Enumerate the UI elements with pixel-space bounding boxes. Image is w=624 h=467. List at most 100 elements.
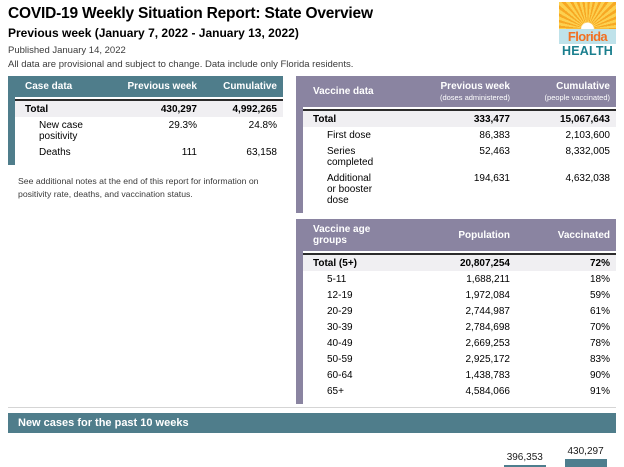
column-header-cumulative: Cumulative (people vaccinated)	[510, 81, 610, 102]
chart-banner: New cases for the past 10 weeks	[8, 413, 616, 433]
column-header-population: Population	[458, 229, 510, 241]
bar-slot: 396,353	[494, 452, 555, 467]
row-value: 70%	[589, 321, 610, 333]
row-label: 12-19	[327, 289, 353, 301]
row-value: 8,332,005	[565, 145, 611, 157]
age-table-body: Total (5+) 20,807,254 72% 5-11 1,688,211 18% 1…	[303, 253, 616, 399]
case-data-table: Case data Previous week Cumulative Total…	[8, 76, 283, 165]
table-row: 20-29 2,744,987 61%	[303, 303, 616, 319]
row-value: 86,383	[479, 129, 510, 141]
case-table-header: Case data Previous week Cumulative	[15, 76, 283, 97]
vaccine-table-body: Total 333,477 15,067,643 First dose 86,383 2,…	[303, 109, 616, 208]
table-row: 12-19 1,972,084 59%	[303, 287, 616, 303]
additional-notes: See additional notes at the end of this …	[18, 176, 259, 200]
page-title: COVID-19 Weekly Situation Report: State …	[8, 5, 373, 22]
logo-text-florida: Florida	[559, 29, 616, 44]
row-label: 30-39	[327, 321, 353, 333]
row-value: 2,103,600	[565, 129, 611, 141]
row-value: 52,463	[479, 145, 510, 157]
row-value: 4,992,265	[232, 103, 278, 115]
row-value: 61%	[589, 305, 610, 317]
table-row: Series completed 52,463 8,332,005	[303, 143, 616, 170]
table-row: 50-59 2,925,172 83%	[303, 351, 616, 367]
report-subtitle: Previous week (January 7, 2022 - January…	[8, 26, 299, 40]
table-row: Total (5+) 20,807,254 72%	[303, 255, 616, 271]
column-header-vaccine-data: Vaccine data	[313, 86, 374, 97]
row-label: 65+	[327, 385, 344, 397]
column-header-age-groups: Vaccine age groups	[313, 224, 371, 246]
row-value: 4,584,066	[465, 385, 511, 397]
table-row: Additional or booster dose 194,631 4,632,0…	[303, 170, 616, 208]
vaccine-data-column: Vaccine data Previous week (doses admini…	[296, 76, 616, 404]
row-label: 40-49	[327, 337, 353, 349]
row-value: 1,688,211	[466, 273, 510, 285]
table-row: Deaths 111 63,158	[15, 144, 283, 160]
row-label: 5-11	[327, 273, 347, 285]
logo-text-health: HEALTH	[562, 44, 613, 58]
table-row: First dose 86,383 2,103,600	[303, 127, 616, 143]
row-value: 90%	[589, 369, 610, 381]
table-row: 40-49 2,669,253 78%	[303, 335, 616, 351]
column-header-sub: (doses administered)	[439, 93, 510, 102]
column-header-main: Cumulative	[556, 81, 610, 92]
row-value: 91%	[589, 385, 610, 397]
row-value: 63,158	[246, 146, 277, 158]
table-row: 30-39 2,784,698 70%	[303, 319, 616, 335]
published-date: Published January 14, 2022	[8, 45, 126, 56]
report-header: COVID-19 Weekly Situation Report: State …	[0, 0, 624, 70]
column-header-vaccinated: Vaccinated	[557, 229, 610, 241]
bar	[503, 465, 546, 467]
column-header-main: Previous week	[440, 81, 510, 92]
row-label: New case positivity	[39, 119, 83, 142]
row-value: 29.3%	[168, 119, 197, 131]
row-label: 20-29	[327, 305, 353, 317]
vaccine-age-groups-table: Vaccine age groups Population Vaccinated…	[296, 219, 616, 404]
row-label: Total (5+)	[313, 257, 357, 269]
table-row: Total 430,297 4,992,265	[15, 101, 283, 117]
row-label: Deaths	[39, 146, 71, 158]
row-label: Series completed	[327, 145, 374, 168]
row-label: 60-64	[327, 369, 353, 381]
row-label: Additional or booster dose	[327, 172, 373, 206]
row-value: 4,632,038	[565, 172, 611, 184]
row-value: 15,067,643	[559, 113, 610, 125]
row-value: 78%	[589, 337, 610, 349]
column-header-sub: (people vaccinated)	[544, 93, 610, 102]
row-value: 333,477	[473, 113, 510, 125]
row-value: 1,972,084	[465, 289, 511, 301]
vaccine-data-table: Vaccine data Previous week (doses admini…	[296, 76, 616, 213]
row-value: 111	[181, 146, 197, 158]
provisional-note: All data are provisional and subject to …	[8, 59, 354, 70]
age-table-header: Vaccine age groups Population Vaccinated	[303, 219, 616, 251]
column-header-case-data: Case data	[25, 81, 73, 92]
bar-slot: 430,297	[555, 446, 616, 467]
table-row: Total 333,477 15,067,643	[303, 111, 616, 127]
column-header-previous-week: Previous week	[127, 81, 197, 92]
row-value: 1,438,783	[465, 369, 511, 381]
row-value: 72%	[589, 257, 610, 269]
column-header-previous-week: Previous week (doses administered)	[375, 81, 510, 102]
table-row: New case positivity 29.3% 24.8%	[15, 117, 283, 144]
row-value: 430,297	[160, 103, 197, 115]
row-value: 59%	[589, 289, 610, 301]
row-value: 2,784,698	[465, 321, 511, 333]
bar	[564, 459, 607, 467]
row-value: 83%	[589, 353, 610, 365]
table-row: 65+ 4,584,066 91%	[303, 383, 616, 399]
column-header-cumulative: Cumulative	[223, 81, 277, 92]
row-value: 24.8%	[248, 119, 277, 131]
row-label: Total	[25, 103, 49, 115]
row-label: First dose	[327, 129, 371, 141]
summary-columns: Case data Previous week Cumulative Total…	[0, 76, 624, 404]
row-label: Total	[313, 113, 337, 125]
bar-value-label: 396,353	[506, 452, 543, 463]
chart-bars-area: 10,68110,8889,64110,87413,45029,512128,1…	[8, 441, 616, 467]
florida-health-logo: Florida HEALTH	[559, 2, 616, 58]
row-value: 2,744,987	[465, 305, 511, 317]
table-row: 60-64 1,438,783 90%	[303, 367, 616, 383]
row-value: 194,631	[473, 172, 510, 184]
row-value: 2,925,172	[465, 353, 511, 365]
sunburst-icon	[559, 2, 616, 29]
row-value: 18%	[589, 273, 610, 285]
